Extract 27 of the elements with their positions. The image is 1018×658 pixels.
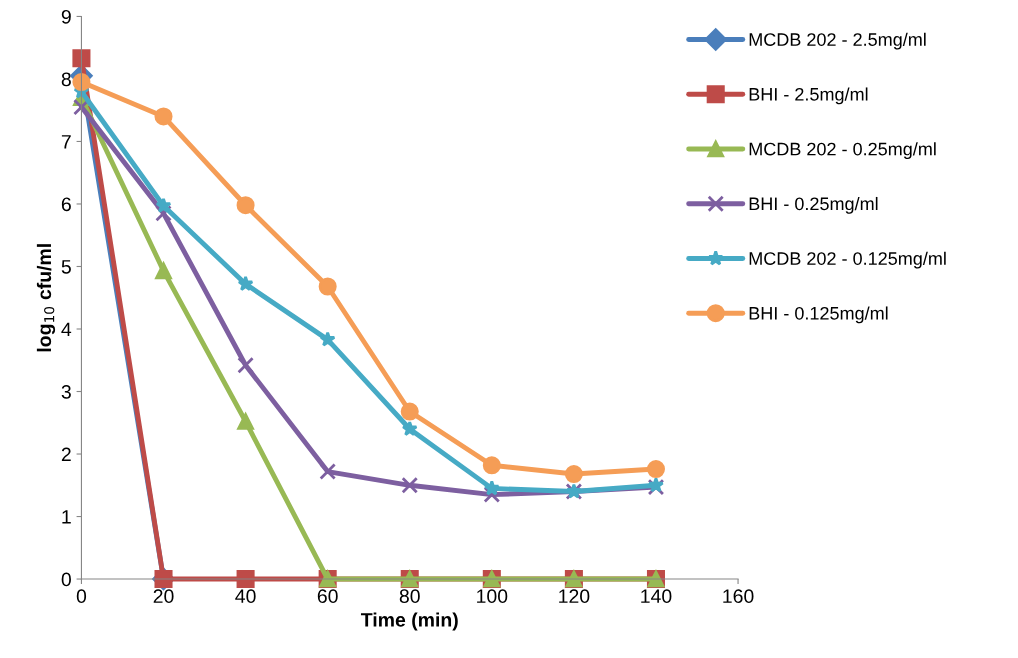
x-tick-label: 0 — [76, 589, 87, 604]
y-tick-label: 0 — [61, 572, 71, 587]
x-tick-label: 140 — [641, 589, 672, 604]
x-tick-label: 120 — [559, 589, 590, 604]
y-tick-label: 9 — [61, 9, 71, 24]
y-tick-label: 8 — [61, 72, 71, 87]
x-tick-label: 100 — [477, 589, 508, 604]
y-tick-label: 5 — [61, 260, 71, 274]
x-tick-label: 80 — [399, 589, 420, 604]
legend-label: MCDB 202 - 2.5mg/ml — [749, 32, 926, 50]
y-tick-label: 3 — [61, 384, 71, 399]
legend-label: BHI - 0.125mg/ml — [749, 306, 888, 324]
y-axis-title: log$_{10}$ cfu/ml — [36, 244, 56, 352]
y-tick-label: 7 — [61, 135, 71, 149]
legend-label: BHI - 2.5mg/ml — [749, 87, 868, 105]
x-tick-label: 40 — [235, 589, 256, 604]
x-axis-title: Time (min) — [360, 612, 458, 631]
y-tick-label: 4 — [61, 322, 72, 337]
legend-label: BHI - 0.25mg/ml — [749, 196, 878, 214]
x-tick-label: 160 — [723, 589, 754, 604]
x-tick-label: 20 — [153, 589, 174, 604]
y-tick-label: 2 — [61, 447, 71, 462]
x-tick-label: 60 — [317, 589, 338, 604]
legend-label: MCDB 202 - 0.25mg/ml — [749, 142, 936, 160]
y-tick-label: 6 — [61, 197, 71, 212]
legend-label: MCDB 202 - 0.125mg/ml — [749, 251, 946, 269]
y-tick-label: 1 — [62, 510, 71, 524]
